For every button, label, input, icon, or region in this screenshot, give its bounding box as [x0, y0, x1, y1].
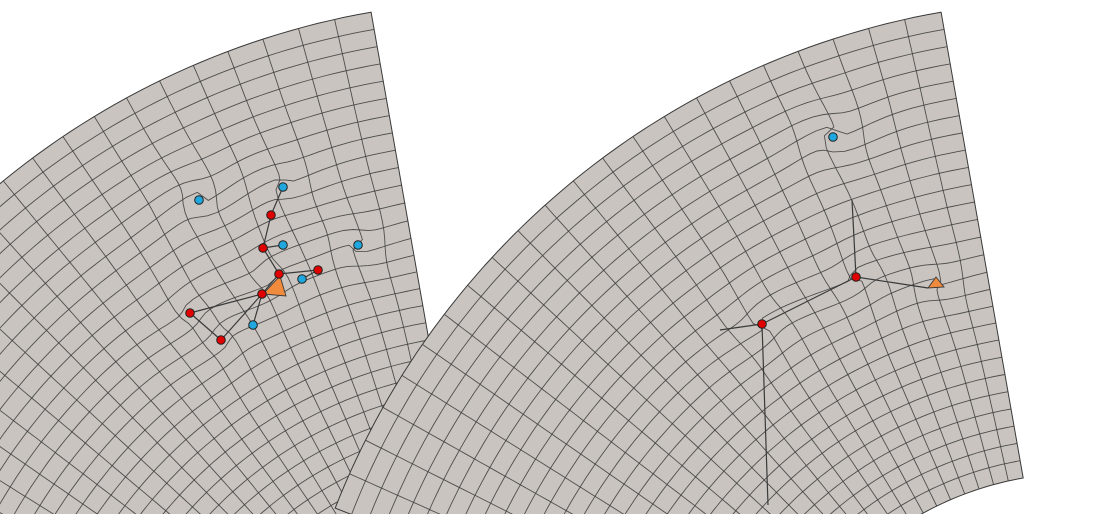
- mesh-radial-line: [467, 284, 741, 514]
- mesh-radial-line: [0, 232, 254, 514]
- irregular-vertex-blue: [194, 195, 204, 205]
- triangle-element: [927, 276, 945, 289]
- mesh-radial-line: [602, 157, 868, 514]
- mesh-radial-line: [0, 370, 171, 514]
- separatrix-edge: [220, 293, 263, 341]
- irregular-vertex-red: [258, 243, 268, 253]
- separatrix-edge: [851, 199, 857, 278]
- mesh-radial-line: [904, 19, 1009, 482]
- irregular-vertex-blue: [353, 240, 363, 250]
- separatrix-edge: [761, 276, 857, 325]
- irregular-vertex-blue: [297, 274, 307, 284]
- mesh-radial-line: [365, 439, 513, 514]
- separatrix-edge: [189, 293, 263, 314]
- mesh-radial-line: [32, 157, 298, 514]
- irregular-vertex-red: [851, 272, 861, 282]
- triangle-element: [262, 275, 287, 297]
- mesh-radial-line: [663, 116, 907, 514]
- separatrix-edge: [189, 312, 222, 341]
- irregular-vertex-red: [313, 265, 323, 275]
- mesh-radial-line: [572, 180, 847, 514]
- mesh-radial-line: [763, 65, 952, 500]
- irregular-vertex-blue: [278, 182, 288, 192]
- mesh-radial-line: [632, 136, 888, 514]
- mesh-radial-line: [797, 51, 966, 495]
- mesh-radial-line: [93, 116, 337, 514]
- mesh-panel-right: [334, 11, 1024, 514]
- mesh-radial-line: [62, 136, 318, 514]
- irregular-vertex-red: [185, 308, 195, 318]
- mesh-radial-line: [0, 480, 55, 514]
- mesh-radial-line: [0, 446, 99, 514]
- separatrix-edge: [719, 323, 763, 331]
- mesh-radial-line: [422, 344, 669, 514]
- mesh-radial-line: [444, 313, 707, 514]
- separatrix-edge: [270, 186, 284, 216]
- separatrix-edge: [262, 247, 280, 275]
- irregular-vertex-blue: [278, 240, 288, 250]
- mesh-radial-line: [2, 180, 277, 514]
- mesh-radial-line: [0, 328, 201, 514]
- separatrix-edge: [262, 214, 272, 249]
- irregular-vertex-red: [257, 289, 267, 299]
- irregular-vertex-red: [266, 210, 276, 220]
- mesh-radial-line: [382, 407, 574, 514]
- mesh-radial-line: [401, 375, 625, 514]
- irregular-vertex-red: [757, 319, 767, 329]
- separatrix-edge: [761, 323, 769, 506]
- mesh-radial-line: [544, 204, 824, 514]
- irregular-vertex-red: [216, 335, 226, 345]
- irregular-vertex-blue: [248, 320, 258, 330]
- mesh-radial-line: [349, 473, 441, 514]
- mesh-radial-line: [517, 230, 799, 514]
- mesh-radial-line: [832, 38, 980, 490]
- irregular-vertex-red: [274, 269, 284, 279]
- separatrix-edge: [278, 269, 319, 275]
- mesh-radial-line: [0, 282, 229, 514]
- separatrix-edge: [252, 293, 263, 326]
- mesh-radial-line: [0, 409, 137, 514]
- mesh-domain-right: [334, 11, 1024, 514]
- mesh-radial-line: [192, 65, 382, 500]
- mesh-arc-line: [857, 443, 1018, 514]
- mesh-grid-lines-right: [349, 19, 1021, 514]
- mesh-panel-left: [0, 11, 454, 514]
- separatrix-edge: [855, 276, 929, 289]
- mesh-radial-line: [729, 80, 938, 507]
- mesh-radial-line: [126, 97, 354, 514]
- mesh-radial-line: [696, 97, 924, 514]
- irregular-vertex-blue: [828, 132, 838, 142]
- mesh-radial-line: [227, 51, 396, 495]
- mesh-arc-line: [887, 460, 1021, 514]
- mesh-radial-line: [868, 28, 995, 485]
- separatrix-edges-right: [719, 199, 929, 506]
- mesh-radial-line: [491, 257, 771, 514]
